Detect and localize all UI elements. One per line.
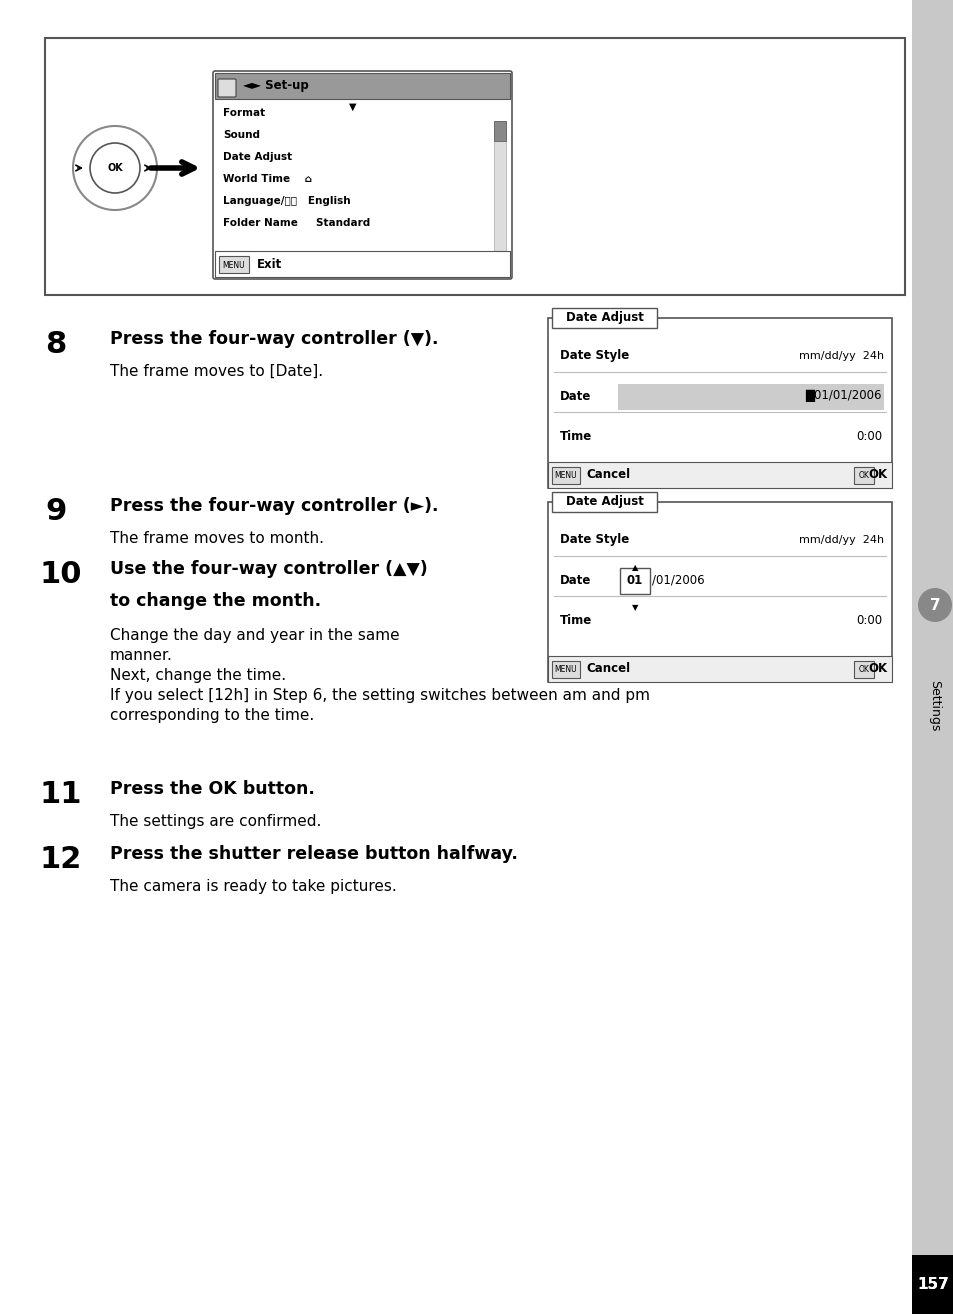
Text: ▼: ▼ bbox=[349, 102, 355, 112]
Text: Date: Date bbox=[559, 573, 591, 586]
Text: 12: 12 bbox=[40, 845, 82, 874]
Text: The settings are confirmed.: The settings are confirmed. bbox=[110, 813, 321, 829]
Text: The frame moves to month.: The frame moves to month. bbox=[110, 531, 324, 547]
FancyBboxPatch shape bbox=[213, 71, 512, 279]
Text: Change the day and year in the same: Change the day and year in the same bbox=[110, 628, 399, 643]
Bar bbox=[618, 384, 883, 410]
Bar bbox=[494, 121, 505, 141]
Text: Date Adjust: Date Adjust bbox=[565, 311, 642, 325]
Text: 01: 01 bbox=[626, 573, 642, 586]
Text: Format: Format bbox=[223, 108, 265, 118]
FancyBboxPatch shape bbox=[853, 466, 873, 484]
FancyBboxPatch shape bbox=[219, 256, 249, 273]
Bar bbox=[547, 463, 891, 487]
Text: 9: 9 bbox=[45, 497, 67, 526]
Text: Time: Time bbox=[559, 430, 592, 443]
FancyBboxPatch shape bbox=[552, 491, 657, 512]
Text: OK: OK bbox=[867, 662, 886, 675]
FancyBboxPatch shape bbox=[218, 79, 235, 97]
Text: █01/01/2006: █01/01/2006 bbox=[804, 389, 882, 402]
Text: World Time    ⌂: World Time ⌂ bbox=[223, 173, 312, 184]
Text: 157: 157 bbox=[916, 1277, 948, 1292]
Text: OK: OK bbox=[858, 665, 868, 674]
Bar bbox=[547, 318, 891, 487]
Text: Language/言語   English: Language/言語 English bbox=[223, 196, 351, 206]
Text: OK: OK bbox=[858, 470, 868, 480]
FancyBboxPatch shape bbox=[552, 307, 657, 328]
FancyBboxPatch shape bbox=[552, 466, 579, 484]
Text: OK: OK bbox=[867, 469, 886, 481]
Text: 0:00: 0:00 bbox=[855, 430, 882, 443]
Text: Exit: Exit bbox=[256, 259, 282, 272]
Text: 10: 10 bbox=[40, 560, 82, 589]
Text: The frame moves to [Date].: The frame moves to [Date]. bbox=[110, 364, 323, 378]
Text: Press the four-way controller (►).: Press the four-way controller (►). bbox=[110, 497, 438, 515]
Text: ◄► Set-up: ◄► Set-up bbox=[243, 80, 309, 92]
Text: Press the four-way controller (▼).: Press the four-way controller (▼). bbox=[110, 330, 438, 348]
Text: Date Style: Date Style bbox=[559, 533, 629, 547]
Text: Press the shutter release button halfway.: Press the shutter release button halfway… bbox=[110, 845, 517, 863]
Circle shape bbox=[917, 587, 951, 622]
Text: If you select [12h] in Step 6, the setting switches between am and pm: If you select [12h] in Step 6, the setti… bbox=[110, 689, 649, 703]
Text: The camera is ready to take pictures.: The camera is ready to take pictures. bbox=[110, 879, 396, 894]
Circle shape bbox=[73, 126, 157, 210]
Text: 7: 7 bbox=[929, 598, 940, 612]
Bar bbox=[619, 568, 649, 594]
Text: Settings: Settings bbox=[927, 681, 941, 732]
Text: MENU: MENU bbox=[554, 470, 577, 480]
Text: Next, change the time.: Next, change the time. bbox=[110, 668, 286, 683]
Bar bbox=[911, 1255, 953, 1314]
Text: MENU: MENU bbox=[222, 260, 245, 269]
FancyBboxPatch shape bbox=[853, 661, 873, 678]
Text: Sound: Sound bbox=[223, 130, 260, 141]
Bar bbox=[547, 656, 891, 682]
Text: Cancel: Cancel bbox=[585, 662, 630, 675]
Text: Date Adjust: Date Adjust bbox=[223, 152, 292, 162]
Bar bbox=[547, 502, 891, 682]
Text: 11: 11 bbox=[40, 781, 82, 809]
Bar bbox=[911, 0, 953, 1314]
Text: Date Adjust: Date Adjust bbox=[565, 495, 642, 509]
Text: Folder Name     Standard: Folder Name Standard bbox=[223, 218, 370, 229]
Text: 157: 157 bbox=[916, 1277, 948, 1292]
Bar bbox=[494, 121, 505, 255]
Text: to change the month.: to change the month. bbox=[110, 593, 321, 610]
FancyBboxPatch shape bbox=[552, 661, 579, 678]
Text: Use the four-way controller (▲▼): Use the four-way controller (▲▼) bbox=[110, 560, 427, 578]
Text: 8: 8 bbox=[45, 330, 66, 359]
Text: MENU: MENU bbox=[554, 665, 577, 674]
Text: mm/dd/yy  24h: mm/dd/yy 24h bbox=[798, 351, 883, 361]
Text: 0:00: 0:00 bbox=[855, 614, 882, 627]
Text: Press the OK button.: Press the OK button. bbox=[110, 781, 314, 798]
Circle shape bbox=[90, 143, 140, 193]
Text: Time: Time bbox=[559, 614, 592, 627]
Text: mm/dd/yy  24h: mm/dd/yy 24h bbox=[798, 535, 883, 545]
Text: Date: Date bbox=[559, 389, 591, 402]
Text: Cancel: Cancel bbox=[585, 469, 630, 481]
Bar bbox=[214, 251, 510, 277]
Text: OK: OK bbox=[107, 163, 123, 173]
Text: corresponding to the time.: corresponding to the time. bbox=[110, 708, 314, 723]
Bar bbox=[45, 38, 904, 296]
Text: /01/2006: /01/2006 bbox=[651, 573, 704, 586]
Text: ▲: ▲ bbox=[631, 564, 638, 573]
Text: manner.: manner. bbox=[110, 648, 172, 664]
Bar bbox=[214, 74, 510, 99]
Text: Date Style: Date Style bbox=[559, 350, 629, 363]
Text: ▼: ▼ bbox=[631, 603, 638, 612]
